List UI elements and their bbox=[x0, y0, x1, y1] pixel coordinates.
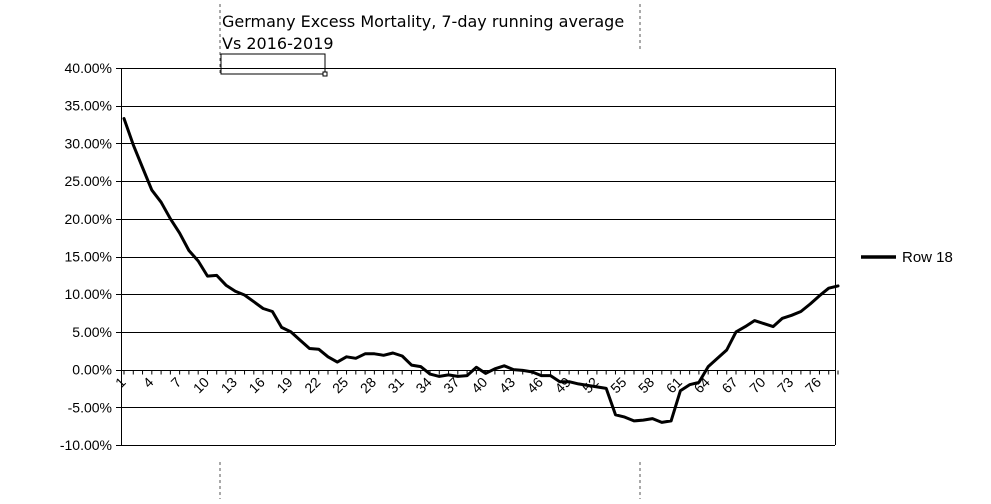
y-tick-label: 30.00% bbox=[65, 135, 112, 151]
y-tick-label: 20.00% bbox=[65, 211, 112, 227]
x-tick-label: 7 bbox=[168, 374, 185, 391]
title-guides bbox=[219, 4, 641, 499]
y-tick-label: 15.00% bbox=[65, 249, 112, 265]
x-tick-label: 10 bbox=[190, 374, 212, 396]
x-tick-label: 13 bbox=[218, 374, 240, 396]
x-tick-labels: 1 4 7 10 13 16 19 22 25 28 31 34 37 40 43 46 49 52 55 58 61 6… bbox=[112, 374, 824, 396]
series-line-0 bbox=[122, 117, 840, 424]
x-tick-label: 46 bbox=[524, 374, 546, 396]
x-tick-label: 73 bbox=[774, 374, 796, 396]
y-tick-label: 25.00% bbox=[65, 173, 112, 189]
x-tick-label: 34 bbox=[412, 374, 434, 396]
y-tick-label: -10.00% bbox=[60, 437, 112, 453]
y-tick-label: 10.00% bbox=[65, 286, 112, 302]
x-tick-label: 67 bbox=[718, 374, 740, 396]
x-tick-label: 16 bbox=[246, 374, 268, 396]
chart-title-line2: Vs 2016-2019 bbox=[222, 34, 334, 53]
chart-title: Germany Excess Mortality, 7-day running … bbox=[222, 12, 624, 53]
y-tick-label: 5.00% bbox=[72, 324, 112, 340]
x-tick-label: 43 bbox=[496, 374, 518, 396]
y-tick-label: 40.00% bbox=[65, 60, 112, 76]
series-layer bbox=[122, 117, 840, 424]
x-tick-label: 1 bbox=[112, 374, 129, 391]
title-selection-box bbox=[220, 53, 326, 75]
y-tick-label: 0.00% bbox=[72, 362, 112, 378]
y-tick-label: -5.00% bbox=[68, 399, 112, 415]
x-tick-label: 19 bbox=[273, 374, 295, 396]
x-tick-label: 61 bbox=[663, 374, 685, 396]
x-tick-label: 40 bbox=[468, 374, 490, 396]
chart-title-line1: Germany Excess Mortality, 7-day running … bbox=[222, 12, 624, 31]
x-tick-label: 76 bbox=[802, 374, 824, 396]
x-tick-label: 55 bbox=[607, 374, 629, 396]
x-tick-label: 28 bbox=[357, 374, 379, 396]
y-tick-label: 35.00% bbox=[65, 98, 112, 114]
legend: Row 18 bbox=[861, 249, 953, 266]
x-tick-label: 31 bbox=[385, 374, 407, 396]
x-tick-label: 25 bbox=[329, 374, 351, 396]
x-tick-label: 70 bbox=[746, 374, 768, 396]
axes bbox=[116, 68, 839, 446]
x-tick-label: 58 bbox=[635, 374, 657, 396]
resize-handle bbox=[322, 71, 328, 77]
legend-label: Row 18 bbox=[902, 249, 953, 266]
y-tick-labels: 40.00% 35.00% 30.00% 25.00% 20.00% 15.00% 10.0… bbox=[60, 60, 112, 453]
x-tick-label: 22 bbox=[301, 374, 323, 396]
x-tick-label: 4 bbox=[140, 374, 157, 391]
